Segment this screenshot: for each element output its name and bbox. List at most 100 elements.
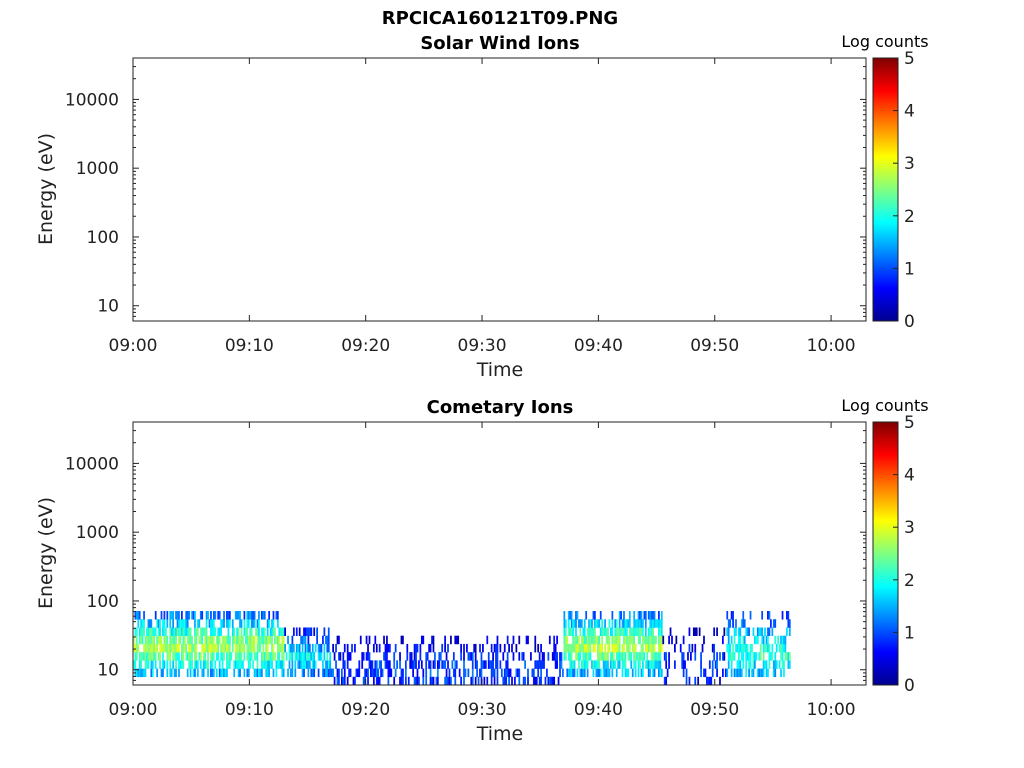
spectrogram-cell bbox=[228, 611, 231, 620]
spectrogram-cell bbox=[378, 676, 381, 686]
spectrogram-cell bbox=[739, 643, 742, 653]
spectrogram-cell bbox=[575, 619, 577, 628]
spectrogram-cell bbox=[224, 635, 227, 645]
spectrogram-cell bbox=[754, 652, 756, 661]
spectrogram-cell bbox=[628, 635, 631, 645]
spectrogram-cell bbox=[262, 635, 265, 645]
spectrogram-cell bbox=[415, 660, 417, 669]
spectrogram-cell bbox=[580, 619, 583, 628]
spectrogram-cell bbox=[640, 652, 643, 661]
spectrogram-cell bbox=[372, 676, 375, 686]
spectrogram-cell bbox=[163, 611, 166, 620]
spectrogram-cell bbox=[307, 627, 310, 636]
spectrogram-cell bbox=[436, 668, 439, 678]
spectrogram-cell bbox=[553, 635, 556, 645]
spectrogram-cell bbox=[746, 652, 749, 661]
x-tick-label: 09:50 bbox=[690, 700, 739, 720]
spectrogram-cell bbox=[258, 627, 260, 636]
spectrogram-cell bbox=[601, 652, 604, 661]
spectrogram-cell bbox=[602, 660, 605, 669]
spectrogram-cell bbox=[149, 635, 151, 645]
spectrogram-cell bbox=[146, 643, 148, 653]
spectrogram-cell bbox=[170, 668, 173, 678]
spectrogram-cell bbox=[496, 676, 499, 686]
spectrogram-cell bbox=[182, 635, 185, 645]
y-tick-label: 100 bbox=[87, 228, 119, 248]
spectrogram-cell bbox=[243, 652, 246, 661]
spectrogram-cell bbox=[788, 619, 791, 628]
spectrogram-cell bbox=[146, 652, 148, 661]
spectrogram-cell bbox=[727, 660, 730, 669]
spectrogram-cell bbox=[214, 643, 217, 653]
spectrogram-cell bbox=[569, 611, 572, 620]
spectrogram-cell bbox=[675, 635, 678, 645]
spectrogram-cell bbox=[221, 643, 224, 653]
spectrogram-cell bbox=[621, 619, 624, 628]
spectrogram-cell bbox=[231, 619, 234, 628]
spectrogram-cell bbox=[682, 635, 685, 645]
spectrogram-cell bbox=[682, 652, 685, 661]
spectrogram-cell bbox=[591, 660, 593, 669]
spectrogram-cell bbox=[172, 611, 175, 620]
spectrogram-cell bbox=[342, 660, 345, 669]
spectrogram-cell bbox=[434, 652, 436, 661]
spectrogram-cell bbox=[460, 652, 462, 661]
spectrogram-cell bbox=[486, 676, 489, 686]
spectrogram-cell bbox=[383, 652, 385, 661]
spectrogram-cell bbox=[631, 643, 634, 653]
spectrogram-cell bbox=[739, 668, 742, 678]
spectrogram-cell bbox=[563, 652, 566, 661]
spectrogram-cell bbox=[194, 635, 196, 645]
spectrogram-cell bbox=[736, 668, 739, 678]
spectrogram-cell bbox=[595, 635, 598, 645]
spectrogram-cell bbox=[444, 635, 446, 645]
spectrogram-cell bbox=[649, 619, 652, 628]
spectrogram-cell bbox=[647, 627, 650, 636]
solar-wind-x-ticks: 09:00 09:10 09:20 09:30 09:40 09:50 10:00 bbox=[109, 58, 856, 356]
spectrogram-cell bbox=[768, 627, 771, 636]
spectrogram-cell bbox=[236, 627, 239, 636]
spectrogram-cell bbox=[611, 611, 614, 620]
spectrogram-cell bbox=[256, 660, 259, 669]
spectrogram-cell bbox=[338, 635, 340, 645]
spectrogram-cell bbox=[639, 627, 641, 636]
spectrogram-cell bbox=[282, 668, 285, 678]
spectrogram-cell bbox=[172, 652, 175, 661]
spectrogram-cell bbox=[227, 619, 230, 628]
spectrogram-cell bbox=[268, 660, 271, 669]
spectrogram-cell bbox=[278, 660, 281, 669]
spectrogram-cell bbox=[682, 660, 685, 669]
spectrogram-cell bbox=[333, 676, 336, 686]
spectrogram-cell bbox=[487, 652, 490, 661]
spectrogram-cell bbox=[146, 635, 148, 645]
spectrogram-cell bbox=[259, 643, 262, 653]
spectrogram-cell bbox=[762, 652, 765, 661]
spectrogram-cell bbox=[176, 619, 179, 628]
spectrogram-cell bbox=[381, 668, 384, 678]
spectrogram-cell bbox=[764, 643, 766, 653]
spectrogram-cell bbox=[740, 643, 743, 653]
spectrogram-cell bbox=[572, 627, 574, 636]
figure-title: RPCICA160121T09.PNG bbox=[382, 8, 618, 29]
spectrogram-cell bbox=[275, 668, 278, 678]
spectrogram-cell bbox=[422, 676, 425, 686]
spectrogram-cell bbox=[189, 660, 192, 669]
spectrogram-cell bbox=[634, 652, 637, 661]
spectrogram-cell bbox=[365, 652, 368, 661]
spectrogram-cell bbox=[722, 668, 724, 678]
spectrogram-cell bbox=[546, 668, 548, 678]
spectrogram-cell bbox=[496, 652, 499, 661]
spectrogram-cell bbox=[786, 611, 788, 620]
spectrogram-cell bbox=[669, 627, 672, 636]
spectrogram-cell bbox=[626, 635, 628, 645]
spectrogram-cell bbox=[196, 619, 199, 628]
spectrogram-cell bbox=[154, 627, 157, 636]
spectrogram-cell bbox=[361, 660, 364, 669]
spectrogram-cell bbox=[653, 635, 656, 645]
spectrogram-cell bbox=[630, 635, 633, 645]
spectrogram-cell bbox=[518, 652, 521, 661]
spectrogram-cell bbox=[169, 668, 172, 678]
spectrogram-cell bbox=[505, 660, 508, 669]
spectrogram-cell bbox=[231, 643, 234, 653]
spectrogram-cell bbox=[772, 660, 775, 669]
